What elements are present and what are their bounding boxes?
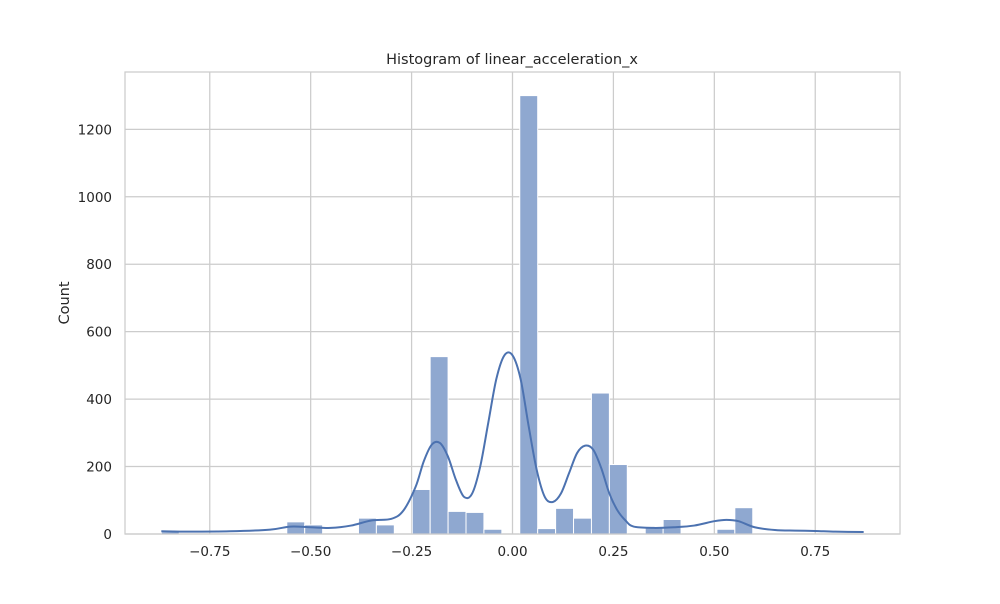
x-tick-label: 0.25 xyxy=(598,544,628,560)
chart-title: Histogram of linear_acceleration_x xyxy=(386,52,638,68)
kde-curve-layer xyxy=(161,351,864,533)
histogram-bar xyxy=(429,356,449,535)
x-tick-label: −0.75 xyxy=(189,544,230,560)
histogram-bars xyxy=(160,95,754,535)
histogram-bar xyxy=(465,511,485,535)
x-tick-label: 0.50 xyxy=(699,544,729,560)
x-tick-label: 0.00 xyxy=(497,544,527,560)
y-tick-label: 1200 xyxy=(78,122,112,138)
kde-curve xyxy=(161,351,864,533)
y-tick-label: 600 xyxy=(86,325,112,341)
grid-lines xyxy=(125,72,900,535)
histogram-bar xyxy=(483,528,503,535)
y-tick-labels: 0 200 400 600 800 1000 1200 xyxy=(78,122,112,543)
y-tick-label: 800 xyxy=(86,257,112,273)
histogram-bar xyxy=(411,488,431,535)
y-tick-label: 200 xyxy=(86,460,112,476)
y-axis-label: Count xyxy=(57,281,73,324)
plot-frame xyxy=(124,71,901,535)
histogram-bar xyxy=(555,507,575,535)
y-tick-label: 0 xyxy=(103,527,112,543)
x-tick-labels: −0.75 −0.50 −0.25 0.00 0.25 0.50 0.75 xyxy=(189,544,830,560)
histogram-bar xyxy=(447,510,467,535)
x-tick-label: −0.25 xyxy=(391,544,432,560)
y-tick-label: 400 xyxy=(86,392,112,408)
y-tick-label: 1000 xyxy=(78,190,112,206)
x-tick-label: 0.75 xyxy=(800,544,830,560)
histogram-bar xyxy=(519,95,539,535)
histogram-bar xyxy=(537,528,557,535)
histogram-bar xyxy=(573,517,592,535)
x-tick-label: −0.50 xyxy=(290,544,331,560)
histogram-bar xyxy=(286,521,306,535)
histogram-bar xyxy=(375,524,395,535)
histogram-bar xyxy=(716,528,736,535)
